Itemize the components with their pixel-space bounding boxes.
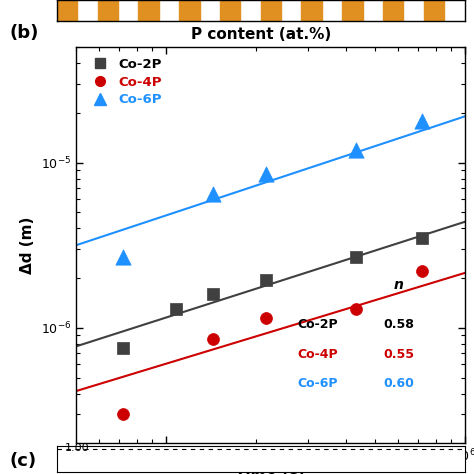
Point	[119, 253, 127, 260]
Point	[262, 171, 270, 178]
Text: 0.55: 0.55	[383, 347, 414, 361]
Bar	[220, 0, 240, 21]
Text: 1.00: 1.00	[65, 443, 90, 453]
Point	[210, 336, 217, 343]
Bar	[138, 0, 159, 21]
Y-axis label: Δd (m): Δd (m)	[20, 217, 35, 274]
Point	[418, 267, 426, 275]
Text: Co-4P: Co-4P	[297, 347, 338, 361]
Point	[210, 291, 217, 298]
Bar	[383, 0, 403, 21]
Bar	[424, 0, 444, 21]
Bar	[57, 0, 77, 21]
Bar	[179, 0, 200, 21]
X-axis label: Time (s): Time (s)	[235, 470, 305, 474]
Text: n: n	[393, 278, 403, 292]
Point	[262, 276, 270, 284]
Text: Co-6P: Co-6P	[297, 377, 338, 390]
Point	[172, 305, 180, 313]
Point	[352, 146, 359, 154]
Text: (c): (c)	[9, 452, 36, 470]
Bar	[301, 0, 322, 21]
Bar	[342, 0, 363, 21]
Legend: Co-2P, Co-4P, Co-6P: Co-2P, Co-4P, Co-6P	[82, 54, 165, 110]
Bar	[261, 0, 281, 21]
Text: 0.60: 0.60	[383, 377, 414, 390]
Bar	[98, 0, 118, 21]
Point	[352, 253, 359, 260]
Point	[210, 190, 217, 198]
Text: (b): (b)	[9, 24, 39, 42]
Point	[119, 410, 127, 418]
Point	[352, 305, 359, 313]
Point	[119, 345, 127, 352]
Point	[262, 314, 270, 321]
Text: P content (at.%): P content (at.%)	[191, 27, 331, 42]
Point	[418, 117, 426, 125]
Text: 0.58: 0.58	[383, 318, 414, 331]
Point	[418, 234, 426, 242]
Text: Co-2P: Co-2P	[297, 318, 338, 331]
